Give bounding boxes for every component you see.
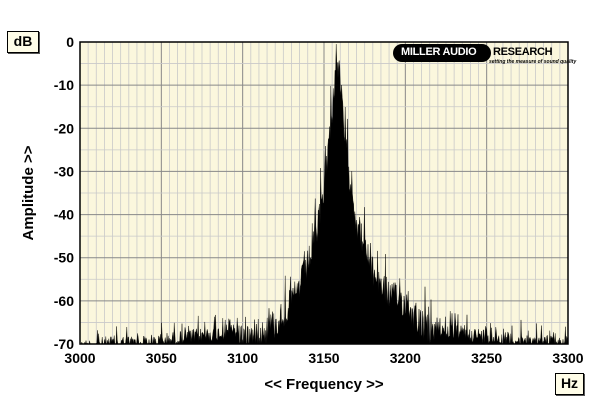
y-tick-label: -70 bbox=[54, 336, 74, 352]
y-tick-label: 0 bbox=[66, 34, 74, 50]
y-tick-label: -30 bbox=[54, 163, 74, 179]
y-unit-label: dB bbox=[7, 31, 39, 53]
y-tick-label: -60 bbox=[54, 293, 74, 309]
plot-frame bbox=[79, 41, 569, 345]
y-tick-label: -50 bbox=[54, 250, 74, 266]
spectrum-area bbox=[80, 44, 568, 345]
logo-pill bbox=[393, 44, 491, 62]
spectrum-series bbox=[80, 44, 568, 345]
logo-text-right: RESEARCH bbox=[493, 46, 553, 58]
y-tick-label: -20 bbox=[54, 120, 74, 136]
x-tick-label: 3000 bbox=[64, 350, 95, 366]
logo-tagline: setting the measure of sound quality bbox=[489, 59, 577, 65]
x-tick-label: 3200 bbox=[390, 350, 421, 366]
logo-text-left: MILLER AUDIO bbox=[401, 46, 477, 58]
y-tick-labels: 0 -10 -20 -30 -40 -50 -60 -70 bbox=[54, 34, 74, 352]
y-axis-label: Amplitude >> bbox=[20, 145, 37, 240]
x-tick-label: 3150 bbox=[308, 350, 339, 366]
x-axis-label: << Frequency >> bbox=[264, 376, 383, 393]
y-tick-label: -10 bbox=[54, 77, 74, 93]
x-tick-label: 3050 bbox=[146, 350, 177, 366]
x-tick-label: 3250 bbox=[471, 350, 502, 366]
y-tick-label: -40 bbox=[54, 207, 74, 223]
miller-audio-research-logo: MILLER AUDIO RESEARCH setting the measur… bbox=[393, 44, 576, 66]
x-tick-label: 3100 bbox=[227, 350, 258, 366]
x-tick-label: 3300 bbox=[552, 350, 583, 366]
x-tick-labels: 3000 3050 3100 3150 3200 3250 3300 bbox=[64, 350, 583, 366]
x-unit-label: Hz bbox=[555, 373, 584, 395]
